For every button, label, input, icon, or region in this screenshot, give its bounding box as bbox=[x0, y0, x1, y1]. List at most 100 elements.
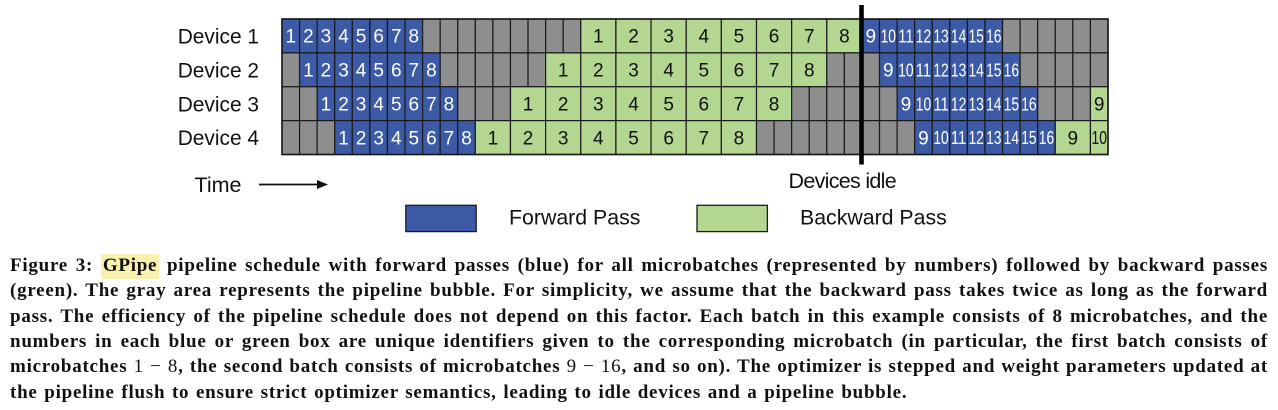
svg-text:2: 2 bbox=[338, 94, 349, 115]
svg-text:2: 2 bbox=[356, 128, 367, 149]
svg-text:3: 3 bbox=[321, 27, 332, 48]
svg-text:2: 2 bbox=[628, 27, 639, 48]
svg-text:13: 13 bbox=[933, 26, 948, 47]
svg-text:5: 5 bbox=[628, 128, 639, 149]
svg-text:4: 4 bbox=[338, 27, 349, 48]
svg-text:16: 16 bbox=[1021, 93, 1036, 114]
svg-text:16: 16 bbox=[1004, 59, 1019, 80]
svg-text:4: 4 bbox=[391, 128, 402, 149]
svg-text:3: 3 bbox=[593, 94, 604, 115]
svg-text:5: 5 bbox=[391, 94, 402, 115]
svg-text:6: 6 bbox=[734, 61, 745, 82]
svg-text:6: 6 bbox=[663, 128, 674, 149]
svg-text:1: 1 bbox=[338, 128, 349, 149]
svg-text:5: 5 bbox=[663, 94, 674, 115]
svg-text:2: 2 bbox=[593, 61, 604, 82]
svg-text:Backward Pass: Backward Pass bbox=[800, 206, 947, 230]
svg-text:8: 8 bbox=[734, 128, 745, 149]
svg-text:1: 1 bbox=[321, 94, 332, 115]
svg-text:16: 16 bbox=[986, 26, 1001, 47]
svg-text:5: 5 bbox=[409, 128, 420, 149]
svg-text:6: 6 bbox=[769, 27, 780, 48]
svg-text:7: 7 bbox=[734, 94, 745, 115]
svg-text:8: 8 bbox=[769, 94, 780, 115]
svg-text:12: 12 bbox=[916, 26, 931, 47]
svg-text:7: 7 bbox=[391, 27, 402, 48]
svg-text:7: 7 bbox=[699, 128, 710, 149]
svg-text:4: 4 bbox=[356, 61, 367, 82]
svg-text:1: 1 bbox=[303, 61, 314, 82]
svg-text:5: 5 bbox=[699, 61, 710, 82]
svg-text:11: 11 bbox=[916, 59, 931, 80]
svg-text:13: 13 bbox=[951, 59, 966, 80]
svg-text:11: 11 bbox=[898, 26, 913, 47]
svg-text:5: 5 bbox=[356, 27, 367, 48]
svg-text:7: 7 bbox=[409, 61, 420, 82]
svg-text:14: 14 bbox=[986, 93, 1001, 114]
svg-text:2: 2 bbox=[303, 27, 314, 48]
svg-text:15: 15 bbox=[1021, 127, 1036, 148]
svg-text:1: 1 bbox=[286, 27, 297, 48]
svg-text:13: 13 bbox=[968, 93, 983, 114]
svg-text:9: 9 bbox=[883, 61, 894, 82]
svg-text:9: 9 bbox=[1068, 128, 1079, 149]
svg-text:8: 8 bbox=[409, 27, 420, 48]
svg-text:12: 12 bbox=[968, 127, 983, 148]
svg-text:Forward Pass: Forward Pass bbox=[509, 206, 640, 230]
svg-text:3: 3 bbox=[373, 128, 384, 149]
svg-text:14: 14 bbox=[951, 26, 966, 47]
svg-text:15: 15 bbox=[1004, 93, 1019, 114]
svg-text:Device 3: Device 3 bbox=[178, 93, 259, 116]
svg-text:10: 10 bbox=[1092, 127, 1107, 148]
svg-text:1: 1 bbox=[523, 94, 534, 115]
svg-text:7: 7 bbox=[769, 61, 780, 82]
svg-text:3: 3 bbox=[628, 61, 639, 82]
svg-text:Devices idle: Devices idle bbox=[789, 169, 897, 193]
svg-text:3: 3 bbox=[558, 128, 569, 149]
svg-text:15: 15 bbox=[986, 59, 1001, 80]
svg-text:4: 4 bbox=[373, 94, 384, 115]
svg-text:11: 11 bbox=[933, 93, 948, 114]
svg-text:4: 4 bbox=[699, 27, 710, 48]
svg-text:14: 14 bbox=[1004, 127, 1019, 148]
svg-text:4: 4 bbox=[628, 94, 639, 115]
svg-text:10: 10 bbox=[916, 93, 931, 114]
svg-text:3: 3 bbox=[338, 61, 349, 82]
svg-text:5: 5 bbox=[373, 61, 384, 82]
svg-text:1: 1 bbox=[558, 61, 569, 82]
svg-text:7: 7 bbox=[444, 128, 455, 149]
svg-text:16: 16 bbox=[1039, 127, 1054, 148]
svg-text:9: 9 bbox=[865, 27, 876, 48]
svg-text:11: 11 bbox=[951, 127, 966, 148]
svg-text:7: 7 bbox=[426, 94, 437, 115]
svg-text:8: 8 bbox=[426, 61, 437, 82]
svg-text:4: 4 bbox=[663, 61, 674, 82]
svg-text:10: 10 bbox=[881, 26, 896, 47]
svg-text:5: 5 bbox=[734, 27, 745, 48]
svg-text:Device 1: Device 1 bbox=[178, 26, 259, 49]
svg-text:8: 8 bbox=[461, 128, 472, 149]
svg-text:8: 8 bbox=[839, 27, 850, 48]
svg-text:8: 8 bbox=[804, 61, 815, 82]
svg-text:8: 8 bbox=[444, 94, 455, 115]
svg-text:4: 4 bbox=[593, 128, 604, 149]
svg-text:6: 6 bbox=[391, 61, 402, 82]
svg-text:Time: Time bbox=[195, 173, 242, 197]
svg-text:3: 3 bbox=[356, 94, 367, 115]
svg-text:1: 1 bbox=[488, 128, 499, 149]
svg-text:6: 6 bbox=[699, 94, 710, 115]
svg-text:6: 6 bbox=[409, 94, 420, 115]
svg-text:Device 4: Device 4 bbox=[178, 127, 259, 150]
svg-text:12: 12 bbox=[933, 59, 948, 80]
svg-text:15: 15 bbox=[968, 26, 983, 47]
svg-text:9: 9 bbox=[1094, 94, 1105, 115]
svg-text:6: 6 bbox=[426, 128, 437, 149]
svg-text:2: 2 bbox=[558, 94, 569, 115]
svg-text:Device 2: Device 2 bbox=[178, 59, 259, 82]
svg-text:12: 12 bbox=[951, 93, 966, 114]
svg-text:2: 2 bbox=[523, 128, 534, 149]
svg-text:6: 6 bbox=[373, 27, 384, 48]
svg-text:9: 9 bbox=[918, 128, 929, 149]
svg-text:3: 3 bbox=[663, 27, 674, 48]
svg-text:9: 9 bbox=[901, 94, 912, 115]
